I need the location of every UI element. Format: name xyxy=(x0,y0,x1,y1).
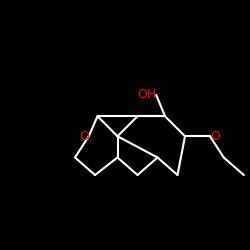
Text: O: O xyxy=(79,130,89,143)
Text: OH: OH xyxy=(137,88,156,102)
Text: O: O xyxy=(210,130,220,143)
